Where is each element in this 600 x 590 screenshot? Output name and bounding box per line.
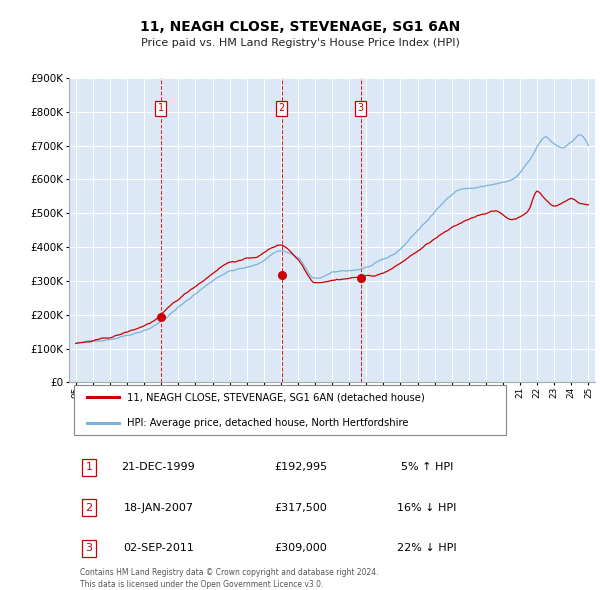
Text: £192,995: £192,995 [274, 463, 327, 473]
Text: 1: 1 [85, 463, 92, 473]
Text: 11, NEAGH CLOSE, STEVENAGE, SG1 6AN (detached house): 11, NEAGH CLOSE, STEVENAGE, SG1 6AN (det… [127, 392, 425, 402]
Text: Contains HM Land Registry data © Crown copyright and database right 2024.: Contains HM Land Registry data © Crown c… [80, 568, 378, 576]
Text: 2: 2 [278, 103, 284, 113]
Text: 2: 2 [85, 503, 92, 513]
Text: 22% ↓ HPI: 22% ↓ HPI [397, 543, 457, 553]
Text: 11, NEAGH CLOSE, STEVENAGE, SG1 6AN: 11, NEAGH CLOSE, STEVENAGE, SG1 6AN [140, 19, 460, 34]
Text: 18-JAN-2007: 18-JAN-2007 [124, 503, 193, 513]
Text: Price paid vs. HM Land Registry's House Price Index (HPI): Price paid vs. HM Land Registry's House … [140, 38, 460, 48]
Text: This data is licensed under the Open Government Licence v3.0.: This data is licensed under the Open Gov… [80, 579, 323, 589]
Text: 3: 3 [358, 103, 364, 113]
Text: 16% ↓ HPI: 16% ↓ HPI [397, 503, 457, 513]
Text: 5% ↑ HPI: 5% ↑ HPI [401, 463, 453, 473]
Text: 02-SEP-2011: 02-SEP-2011 [123, 543, 194, 553]
Text: 3: 3 [85, 543, 92, 553]
Text: £317,500: £317,500 [274, 503, 327, 513]
Text: 1: 1 [158, 103, 164, 113]
Text: 21-DEC-1999: 21-DEC-1999 [122, 463, 196, 473]
Text: HPI: Average price, detached house, North Hertfordshire: HPI: Average price, detached house, Nort… [127, 418, 409, 428]
FancyBboxPatch shape [74, 385, 506, 435]
Text: £309,000: £309,000 [274, 543, 327, 553]
